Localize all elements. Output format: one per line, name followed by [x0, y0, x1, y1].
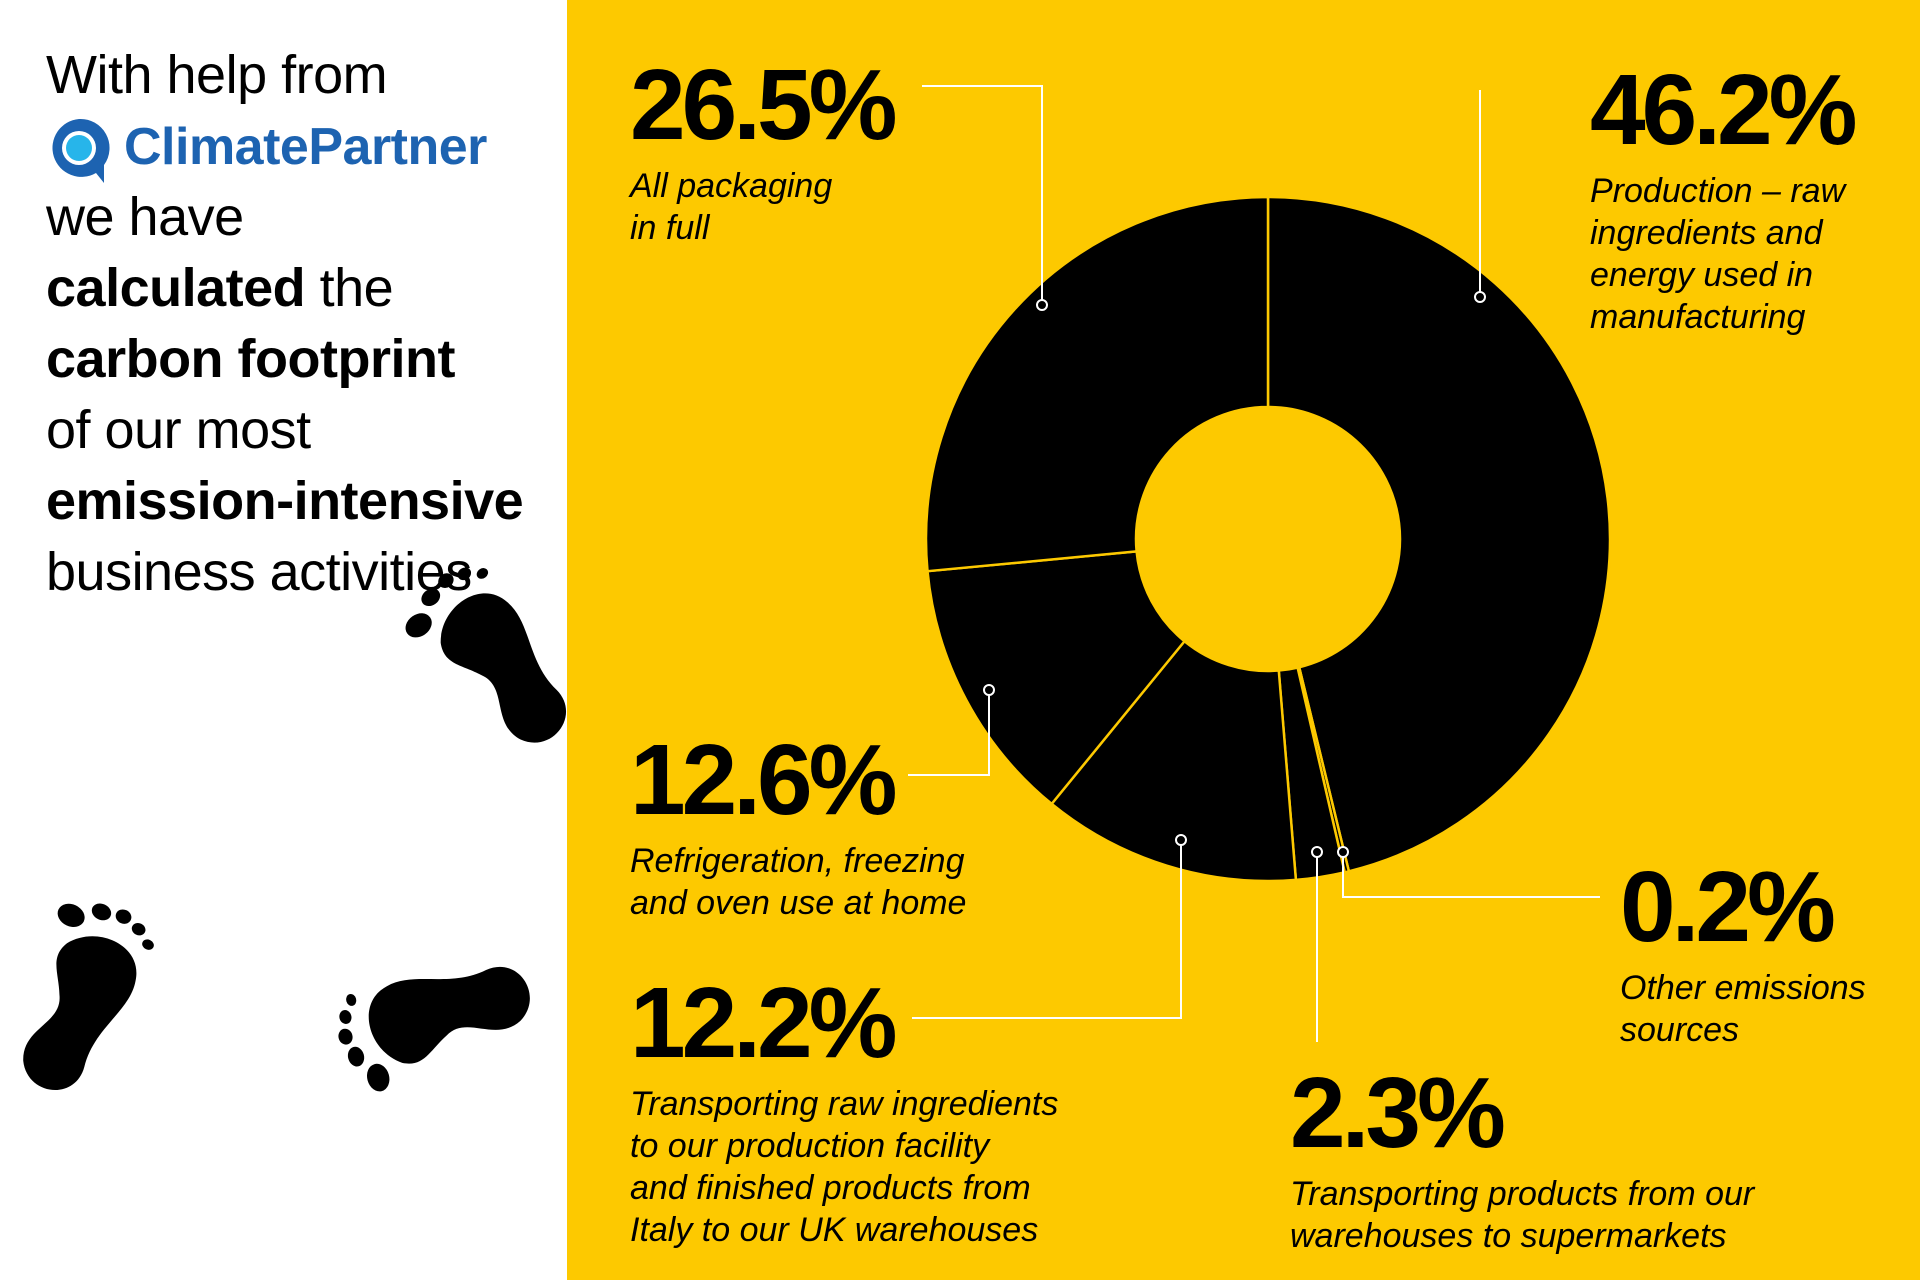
leader-line-4 — [908, 690, 990, 776]
slice-description-5: All packaging in full — [630, 167, 833, 247]
slice-label-0: 46.2% Production – raw ingredients and en… — [1590, 54, 1858, 338]
slice-value-label-3: 12.2% — [630, 967, 898, 1079]
donut-slice-5 — [924, 195, 1270, 573]
intro-line-3: calculated the — [46, 253, 566, 324]
footprint-icon — [338, 966, 530, 1092]
intro-line-2: we have — [46, 187, 244, 247]
intro-line-5: of our most — [46, 400, 311, 460]
leader-dot-4 — [983, 684, 995, 696]
slice-label-2: 2.3% Transporting products from our wareh… — [1290, 1063, 1754, 1257]
logo-wordmark: ClimatePartner — [124, 118, 487, 176]
leader-lines — [908, 85, 1600, 1042]
leader-line-3 — [912, 840, 1182, 1019]
donut-slices — [924, 195, 1612, 883]
leader-dot-3 — [1175, 834, 1187, 846]
slice-value-label-0: 46.2% — [1590, 54, 1858, 166]
intro-text: With help from we have calculated the ca… — [46, 40, 566, 608]
leader-dot-2 — [1311, 846, 1323, 858]
leader-dot-0 — [1474, 291, 1486, 303]
donut-slice-4 — [926, 550, 1187, 806]
slice-label-3: 12.2% Transporting raw ingredients to our… — [630, 973, 1058, 1251]
slice-label-4: 12.6% Refrigeration, freezing and oven us… — [630, 730, 966, 924]
leader-dot-1 — [1337, 846, 1349, 858]
slice-value-label-1: 0.2% — [1620, 851, 1836, 963]
slice-value-label-5: 26.5% — [630, 49, 898, 161]
slice-description-0: Production – raw ingredients and energy … — [1590, 172, 1846, 336]
intro-line-6: emission-intensive — [46, 466, 566, 537]
footprint-icon — [23, 903, 154, 1091]
footprint-icon — [405, 567, 567, 743]
intro-bold-emission-intensive: emission-intensive — [46, 471, 524, 531]
leader-line-1 — [1342, 852, 1600, 898]
donut-slice-0 — [1266, 195, 1612, 873]
slice-description-4: Refrigeration, freezing and oven use at … — [630, 842, 967, 922]
slice-label-5: 26.5% All packaging in full — [630, 49, 898, 249]
slice-value-label-4: 12.6% — [630, 724, 898, 836]
intro-bold-calculated: calculated — [46, 258, 306, 318]
slice-description-3: Transporting raw ingredients to our prod… — [630, 1085, 1059, 1249]
slice-label-1: 0.2% Other emissions sources — [1620, 857, 1866, 1051]
intro-line-7: business activities — [46, 542, 472, 602]
climatepartner-logo: ClimatePartner — [44, 113, 544, 187]
leader-line-5 — [922, 85, 1043, 305]
intro-bold-carbon-footprint: carbon footprint — [46, 329, 455, 389]
donut-slice-3 — [1049, 639, 1298, 883]
climatepartner-logo-icon — [52, 118, 110, 183]
leader-dot-5 — [1036, 299, 1048, 311]
intro-line-3-rest: the — [305, 258, 394, 318]
intro-line-1: With help from — [46, 45, 388, 105]
slice-description-1: Other emissions sources — [1620, 969, 1866, 1049]
footprints — [23, 567, 567, 1092]
slice-value-label-2: 2.3% — [1290, 1057, 1506, 1169]
intro-line-4: carbon footprint — [46, 324, 566, 395]
slice-description-2: Transporting products from our warehouse… — [1290, 1175, 1755, 1255]
